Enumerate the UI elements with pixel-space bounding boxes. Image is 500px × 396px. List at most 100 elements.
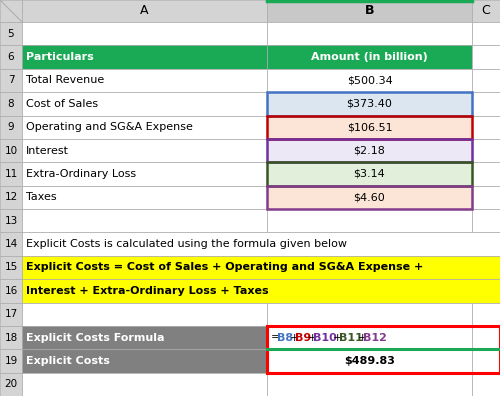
Bar (0, 0, 22, 22)
Bar (267, 92, 472, 116)
Text: B11: B11 (338, 333, 362, 343)
Bar (267, 209, 472, 232)
Text: Total Revenue: Total Revenue (26, 75, 104, 86)
Bar (0, 209, 22, 232)
Bar (472, 139, 500, 162)
Bar (267, 69, 472, 92)
Bar (267, 92, 472, 116)
Bar (22, 69, 267, 92)
Bar (267, 116, 472, 139)
Text: $106.51: $106.51 (346, 122, 393, 132)
Bar (22, 209, 267, 232)
Text: Explicit Costs is calculated using the formula given below: Explicit Costs is calculated using the f… (26, 239, 347, 249)
Text: +: + (358, 333, 368, 343)
Bar (267, 46, 472, 69)
Bar (267, 326, 472, 349)
Bar (22, 162, 267, 186)
Text: +: + (290, 333, 299, 343)
Bar (0, 232, 22, 256)
Bar (472, 373, 500, 396)
Text: 9: 9 (8, 122, 14, 132)
Bar (0, 303, 22, 326)
Bar (267, 349, 472, 373)
Bar (22, 256, 500, 279)
Bar (472, 22, 500, 46)
Text: 13: 13 (4, 216, 18, 226)
Bar (267, 162, 472, 186)
Text: +: + (308, 333, 318, 343)
Bar (0, 116, 22, 139)
Bar (0, 186, 22, 209)
Bar (22, 92, 267, 116)
Bar (22, 116, 267, 139)
Bar (22, 0, 267, 22)
Bar (267, 0, 472, 22)
Text: Interest: Interest (26, 146, 69, 156)
Text: Explicit Costs Formula: Explicit Costs Formula (26, 333, 164, 343)
Bar (267, 162, 472, 186)
Text: Particulars: Particulars (26, 52, 94, 62)
Text: 10: 10 (4, 146, 18, 156)
Bar (472, 326, 500, 349)
Bar (267, 116, 472, 139)
Bar (22, 303, 267, 326)
Bar (472, 186, 500, 209)
Bar (267, 186, 472, 209)
Bar (22, 232, 500, 256)
Bar (0, 373, 22, 396)
Text: $2.18: $2.18 (354, 146, 386, 156)
Bar (22, 326, 267, 349)
Text: 15: 15 (4, 263, 18, 272)
Text: B10: B10 (314, 333, 337, 343)
Bar (0, 46, 22, 69)
Text: 6: 6 (8, 52, 14, 62)
Bar (472, 349, 500, 373)
Bar (0, 279, 22, 303)
Bar (472, 209, 500, 232)
Text: Explicit Costs = Cost of Sales + Operating and SG&A Expense +: Explicit Costs = Cost of Sales + Operati… (26, 263, 423, 272)
Bar (267, 186, 472, 209)
Text: $500.34: $500.34 (346, 75, 393, 86)
Text: $373.40: $373.40 (346, 99, 393, 109)
Text: 11: 11 (4, 169, 18, 179)
Text: Cost of Sales: Cost of Sales (26, 99, 98, 109)
Text: $4.60: $4.60 (354, 192, 386, 202)
Text: +: + (333, 333, 342, 343)
Bar (22, 373, 267, 396)
Text: C: C (482, 4, 490, 17)
Text: 5: 5 (8, 29, 14, 39)
Text: B12: B12 (364, 333, 388, 343)
Text: 7: 7 (8, 75, 14, 86)
Bar (0, 256, 22, 279)
Text: $489.83: $489.83 (344, 356, 395, 366)
Text: 8: 8 (8, 99, 14, 109)
Bar (267, 139, 472, 162)
Text: B8: B8 (276, 333, 292, 343)
Bar (267, 303, 472, 326)
Text: 18: 18 (4, 333, 18, 343)
Text: 16: 16 (4, 286, 18, 296)
Bar (267, 373, 472, 396)
Bar (267, 22, 472, 46)
Bar (472, 46, 500, 69)
Text: =: = (271, 333, 280, 343)
Text: B9: B9 (295, 333, 311, 343)
Bar (0, 69, 22, 92)
Text: 14: 14 (4, 239, 18, 249)
Bar (472, 69, 500, 92)
Text: Extra-Ordinary Loss: Extra-Ordinary Loss (26, 169, 136, 179)
Bar (267, 139, 472, 162)
Bar (22, 349, 267, 373)
Bar (0, 92, 22, 116)
Text: Taxes: Taxes (26, 192, 56, 202)
Bar (0, 162, 22, 186)
Text: 12: 12 (4, 192, 18, 202)
Bar (0, 326, 22, 349)
Bar (22, 46, 267, 69)
Bar (0, 349, 22, 373)
Bar (267, 326, 500, 373)
Bar (472, 92, 500, 116)
Text: 17: 17 (4, 309, 18, 319)
Text: $3.14: $3.14 (354, 169, 386, 179)
Bar (0, 22, 22, 46)
